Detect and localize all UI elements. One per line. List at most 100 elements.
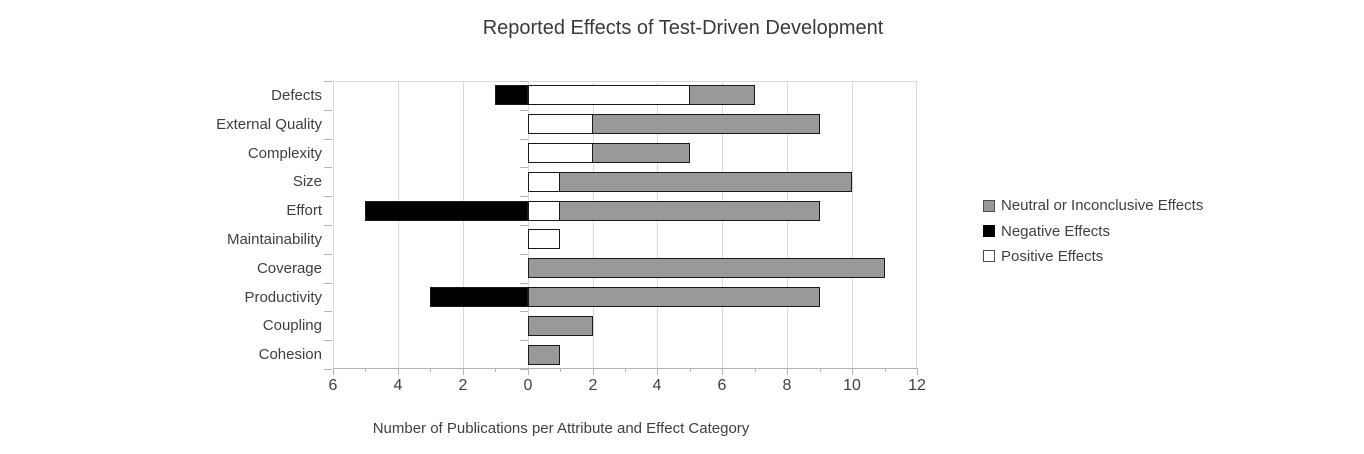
category-tick <box>324 283 332 284</box>
x-minor-tick <box>820 369 821 372</box>
category-axis-tick <box>520 167 528 168</box>
bar-positive-3 <box>528 172 560 192</box>
bar-positive-4 <box>528 201 560 221</box>
gridline <box>463 81 464 369</box>
x-minor-tick <box>495 369 496 372</box>
category-label-cohesion: Cohesion <box>258 346 322 363</box>
category-tick <box>324 254 332 255</box>
negative-swatch-icon <box>983 225 995 238</box>
x-tick-label: 4 <box>652 377 662 394</box>
x-major-tick <box>852 369 853 375</box>
x-minor-tick <box>690 369 691 372</box>
legend-label-neutral: Neutral or Inconclusive Effects <box>1001 197 1204 215</box>
x-major-tick <box>463 369 464 375</box>
bar-neutral-2 <box>592 143 690 163</box>
legend-label-positive: Positive Effects <box>1001 247 1104 265</box>
bar-negative-0 <box>495 85 528 105</box>
x-tick-label: 6 <box>717 377 727 394</box>
bar-positive-5 <box>528 229 560 249</box>
legend-item-negative: Negative Effects <box>983 218 1203 243</box>
category-axis-tick <box>520 196 528 197</box>
category-axis-tick <box>520 110 528 111</box>
category-axis-tick <box>520 311 528 312</box>
x-tick-label: 6 <box>328 377 338 394</box>
category-tick <box>324 225 332 226</box>
x-tick-label: 12 <box>908 377 926 394</box>
category-label-defects: Defects <box>271 87 322 104</box>
category-label-maintainability: Maintainability <box>226 231 322 248</box>
neutral-swatch-icon <box>983 199 995 212</box>
x-minor-tick <box>625 369 626 372</box>
category-label-coverage: Coverage <box>256 260 322 277</box>
gridline <box>657 81 658 369</box>
x-minor-tick <box>755 369 756 372</box>
bar-neutral-8 <box>528 316 593 336</box>
positive-swatch-icon <box>983 250 995 263</box>
bar-neutral-7 <box>528 287 820 307</box>
x-tick-label: 4 <box>393 377 403 394</box>
gridline <box>398 81 399 369</box>
legend-item-neutral: Neutral or Inconclusive Effects <box>983 193 1203 218</box>
category-tick <box>324 311 332 312</box>
category-tick <box>324 340 332 341</box>
x-major-tick <box>657 369 658 375</box>
x-axis-line <box>333 368 918 369</box>
x-minor-tick <box>365 369 366 372</box>
category-label-external-quality: External Quality <box>216 116 322 133</box>
category-tick <box>324 110 332 111</box>
gridline <box>722 81 723 369</box>
bar-neutral-1 <box>592 114 820 134</box>
category-axis-tick <box>520 369 528 370</box>
chart-title: Reported Effects of Test-Driven Developm… <box>482 17 884 39</box>
gridline <box>528 81 529 369</box>
gridline <box>852 81 853 369</box>
x-major-tick <box>722 369 723 375</box>
legend-label-negative: Negative Effects <box>1001 222 1110 240</box>
bar-neutral-0 <box>689 85 755 105</box>
category-label-coupling: Coupling <box>262 317 322 334</box>
category-tick <box>324 139 332 140</box>
x-tick-label: 2 <box>588 377 598 394</box>
x-major-tick <box>398 369 399 375</box>
x-minor-tick <box>560 369 561 372</box>
category-label-complexity: Complexity <box>247 145 322 162</box>
category-label-size: Size <box>292 173 322 190</box>
bar-neutral-6 <box>528 258 885 278</box>
category-axis-tick <box>520 81 528 82</box>
x-axis-title: Number of Publications per Attribute and… <box>372 420 750 437</box>
x-major-tick <box>333 369 334 375</box>
category-label-effort: Effort <box>286 202 322 219</box>
bar-negative-7 <box>430 287 528 307</box>
bar-neutral-4 <box>559 201 820 221</box>
category-tick <box>324 196 332 197</box>
chart-legend: Neutral or Inconclusive Effects Negative… <box>983 193 1203 269</box>
x-tick-label: 10 <box>843 377 861 394</box>
bar-negative-4 <box>365 201 528 221</box>
category-axis-tick <box>520 254 528 255</box>
category-axis-tick <box>520 225 528 226</box>
bar-positive-2 <box>528 143 593 163</box>
category-tick <box>324 369 332 370</box>
category-label-productivity: Productivity <box>244 289 322 306</box>
category-tick <box>324 167 332 168</box>
bar-neutral-9 <box>528 345 560 365</box>
x-tick-label: 0 <box>523 377 533 394</box>
x-tick-label: 2 <box>458 377 468 394</box>
gridline <box>593 81 594 369</box>
category-axis-tick <box>520 283 528 284</box>
x-major-tick <box>593 369 594 375</box>
x-major-tick <box>917 369 918 375</box>
bar-positive-0 <box>528 85 690 105</box>
category-axis-tick <box>520 340 528 341</box>
bar-positive-1 <box>528 114 593 134</box>
legend-item-positive: Positive Effects <box>983 244 1203 269</box>
x-major-tick <box>528 369 529 375</box>
x-minor-tick <box>885 369 886 372</box>
x-major-tick <box>787 369 788 375</box>
category-tick <box>324 81 332 82</box>
bar-neutral-3 <box>559 172 852 192</box>
x-tick-label: 8 <box>782 377 792 394</box>
x-minor-tick <box>430 369 431 372</box>
gridline <box>787 81 788 369</box>
